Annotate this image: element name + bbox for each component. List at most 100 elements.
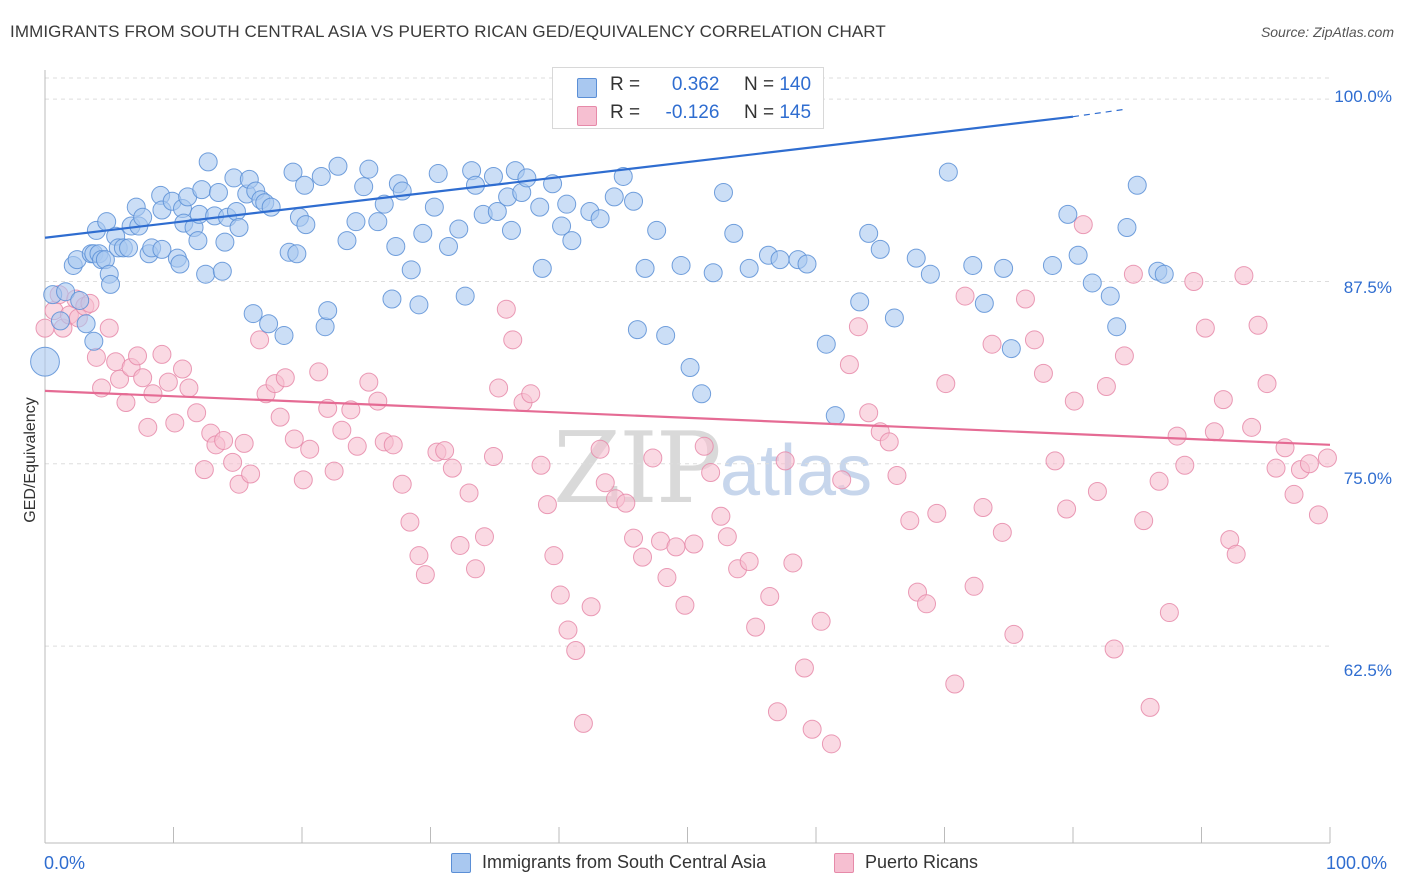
blue-point-74	[368, 212, 388, 232]
pink-point-97	[767, 702, 787, 722]
blue-point-50	[229, 218, 249, 238]
blue-point-136	[1001, 339, 1021, 359]
blue-point-42	[198, 152, 218, 172]
pink-point-55	[415, 565, 435, 585]
blue-point-72	[354, 177, 374, 197]
pink-point-121	[992, 522, 1012, 542]
blue-point-80	[401, 260, 421, 280]
legend-n-value-blue: 140	[779, 74, 812, 95]
pink-point-94	[739, 552, 759, 572]
pink-point-88	[684, 534, 704, 554]
watermark-atlas: atlas	[720, 431, 873, 511]
blue-point-109	[627, 320, 647, 340]
pink-point-130	[1087, 482, 1107, 502]
pink-point-29	[214, 430, 234, 450]
pink-point-124	[1024, 330, 1044, 350]
blue-point-68	[318, 301, 338, 321]
blue-point-82	[413, 223, 433, 243]
pink-point-68	[521, 384, 541, 404]
blue-point-92	[487, 201, 507, 221]
pink-point-9	[86, 347, 106, 367]
blue-point-77	[386, 236, 406, 256]
blue-point-44	[208, 183, 228, 203]
pink-point-143	[1204, 422, 1224, 442]
pink-point-85	[657, 568, 677, 588]
pink-point-131	[1096, 376, 1116, 396]
blue-point-87	[455, 286, 475, 306]
pink-point-25	[187, 403, 207, 423]
blue-point-102	[557, 194, 577, 214]
blue-point-142	[1107, 317, 1127, 337]
pink-point-115	[936, 374, 956, 394]
blue-point-126	[850, 292, 870, 312]
blue-point-67	[315, 317, 335, 337]
pink-point-90	[701, 463, 721, 483]
pink-point-24	[179, 378, 199, 398]
blue-point-58	[261, 197, 281, 217]
blue-point-33	[170, 254, 190, 274]
blue-point-73	[359, 159, 379, 179]
pink-point-65	[496, 299, 516, 319]
blue-point-62	[287, 244, 307, 264]
y-tick-label-62-5: 62.5%	[1343, 661, 1392, 680]
blue-point-106	[604, 187, 624, 207]
blue-point-117	[713, 183, 733, 203]
watermark-zip: ZIP	[553, 412, 722, 526]
blue-point-141	[1100, 286, 1120, 306]
blue-point-61	[283, 162, 303, 182]
y-tick-label-75: 75.0%	[1343, 469, 1392, 488]
pink-point-155	[1299, 454, 1319, 474]
pink-point-19	[143, 384, 163, 404]
pink-point-153	[1284, 484, 1304, 504]
legend-r-label: R =	[610, 74, 641, 95]
blue-point-86	[449, 219, 469, 239]
pink-point-30	[223, 452, 243, 472]
pink-point-117	[955, 286, 975, 306]
blue-point-137	[1042, 255, 1062, 275]
pink-point-32	[234, 433, 254, 453]
blue-point-112	[656, 325, 676, 345]
pink-point-44	[324, 461, 344, 481]
pink-point-61	[465, 559, 485, 579]
blue-point-64	[295, 175, 315, 195]
blue-point-144	[1127, 175, 1147, 195]
pink-point-37	[270, 407, 290, 427]
pink-point-138	[1159, 603, 1179, 623]
blue-point-46	[215, 232, 235, 252]
blue-point-59	[274, 325, 294, 345]
blue-point-101	[552, 216, 572, 236]
pink-point-76	[581, 597, 601, 617]
pink-point-39	[284, 429, 304, 449]
blue-point-114	[680, 358, 700, 378]
pink-point-26	[194, 460, 214, 480]
pink-point-111	[900, 511, 920, 531]
blue-point-113	[671, 255, 691, 275]
pink-point-102	[811, 611, 831, 631]
pink-point-41	[300, 439, 320, 459]
pink-point-105	[839, 355, 859, 375]
blue-point-116	[703, 263, 723, 283]
pink-point-89	[694, 436, 714, 456]
pink-point-81	[624, 528, 644, 548]
pink-point-91	[711, 506, 731, 526]
blue-point-98	[530, 197, 550, 217]
pink-point-106	[848, 317, 868, 337]
pink-point-101	[802, 719, 822, 739]
pink-point-86	[666, 537, 686, 557]
pink-point-22	[165, 413, 185, 433]
trendline-pink	[44, 389, 1331, 446]
blue-point-103	[562, 231, 582, 251]
pink-point-110	[887, 465, 907, 485]
blue-point-118	[724, 223, 744, 243]
blue-point-3	[56, 282, 76, 302]
pink-point-64	[489, 378, 509, 398]
pink-point-133	[1114, 346, 1134, 366]
pink-point-57	[435, 441, 455, 461]
pink-point-100	[794, 658, 814, 678]
pink-point-21	[158, 372, 178, 392]
pink-point-132	[1104, 639, 1124, 659]
blue-point-69	[328, 156, 348, 176]
pink-point-45	[332, 420, 352, 440]
pink-point-152	[1275, 438, 1295, 458]
